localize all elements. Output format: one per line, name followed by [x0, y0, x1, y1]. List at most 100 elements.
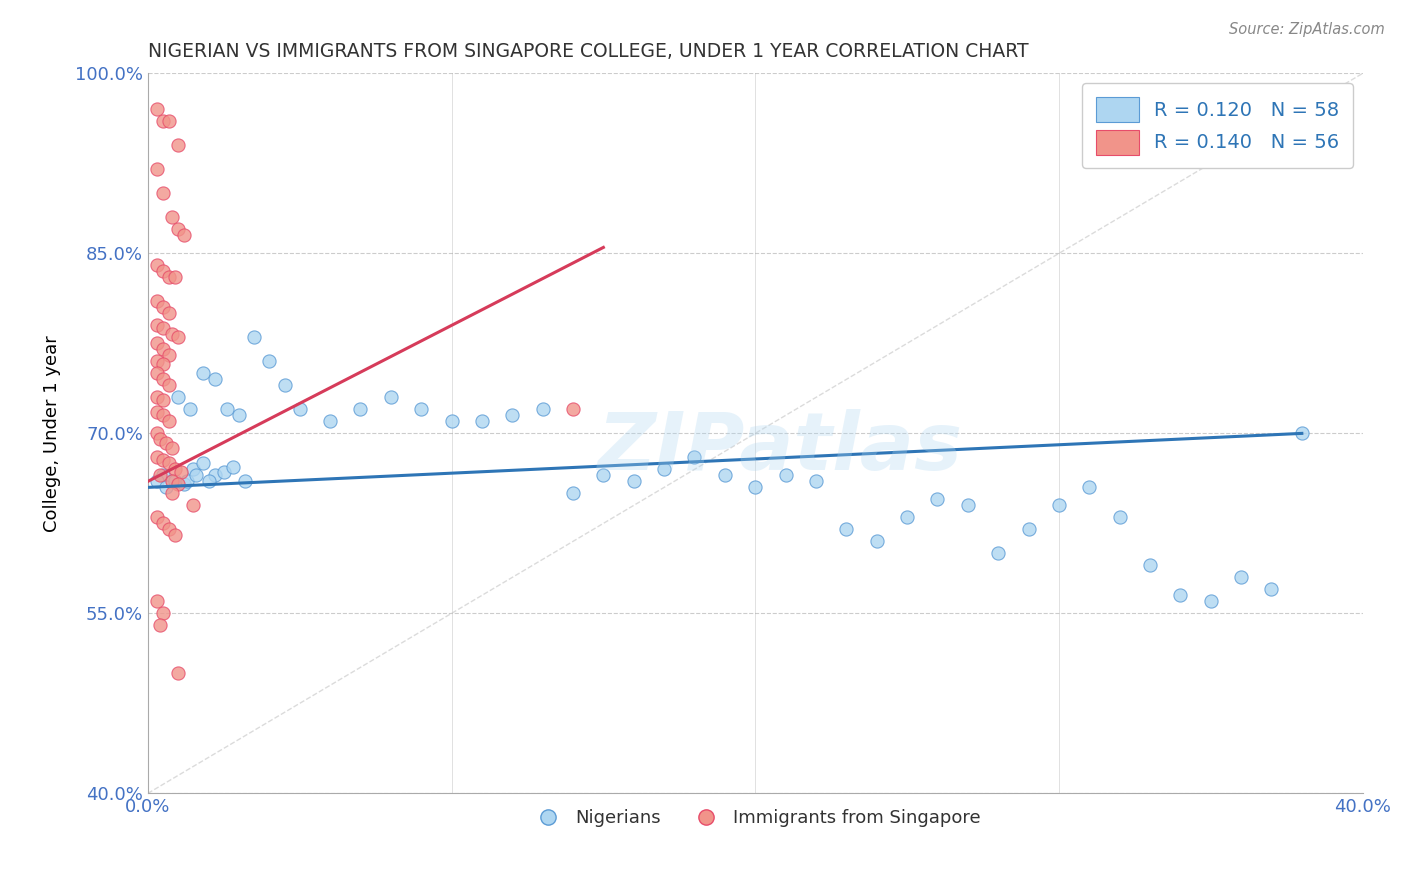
Point [155, 480, 177, 494]
Point [212, 465, 235, 479]
Point [1108, 510, 1130, 524]
Point [165, 270, 187, 285]
Point [152, 452, 174, 467]
Point [228, 409, 250, 423]
Point [160, 326, 183, 341]
Point [152, 301, 174, 315]
Point [288, 402, 311, 417]
Point [146, 162, 169, 177]
Point [167, 330, 190, 344]
Point [191, 367, 214, 381]
Point [152, 320, 174, 334]
Point [204, 468, 226, 483]
Point [222, 460, 245, 475]
Point [440, 414, 463, 428]
Point [167, 138, 190, 153]
Point [170, 465, 193, 479]
Point [167, 476, 190, 491]
Point [167, 666, 190, 681]
Point [1078, 480, 1101, 494]
Point [775, 468, 797, 483]
Point [835, 522, 858, 536]
Point [146, 103, 169, 117]
Point [183, 499, 205, 513]
Point [683, 450, 706, 465]
Point [183, 462, 205, 476]
Point [152, 409, 174, 423]
Point [149, 433, 172, 447]
Point [146, 391, 169, 405]
Point [160, 475, 183, 489]
Point [157, 348, 180, 362]
Point [623, 475, 645, 489]
Point [471, 414, 494, 428]
Point [562, 486, 585, 500]
Point [197, 475, 219, 489]
Point [165, 462, 187, 476]
Point [157, 522, 180, 536]
Point [155, 436, 177, 450]
Point [173, 476, 195, 491]
Point [152, 392, 174, 407]
Point [1047, 499, 1070, 513]
Point [1139, 558, 1161, 573]
Point [149, 618, 172, 632]
Point [152, 186, 174, 201]
Point [349, 402, 371, 417]
Point [501, 409, 523, 423]
Point [146, 367, 169, 381]
Point [866, 534, 889, 549]
Point [146, 475, 169, 489]
Point [319, 414, 342, 428]
Point [152, 357, 174, 371]
Point [157, 378, 180, 392]
Point [744, 480, 766, 494]
Point [157, 306, 180, 320]
Point [233, 475, 256, 489]
Point [531, 402, 554, 417]
Point [1291, 426, 1313, 441]
Point [157, 270, 180, 285]
Legend: Nigerians, Immigrants from Singapore: Nigerians, Immigrants from Singapore [523, 802, 988, 835]
Point [273, 378, 295, 392]
Point [152, 468, 174, 483]
Point [152, 264, 174, 278]
Point [896, 510, 918, 524]
Point [146, 354, 169, 368]
Point [149, 468, 172, 483]
Point [146, 426, 169, 441]
Point [167, 222, 190, 236]
Y-axis label: College, Under 1 year: College, Under 1 year [44, 335, 60, 532]
Point [160, 441, 183, 455]
Point [259, 354, 281, 368]
Point [191, 456, 214, 470]
Point [186, 468, 208, 483]
Point [146, 318, 169, 333]
Point [146, 336, 169, 351]
Point [167, 391, 190, 405]
Point [173, 228, 195, 243]
Point [243, 330, 266, 344]
Point [157, 414, 180, 428]
Point [1260, 582, 1282, 597]
Point [804, 475, 827, 489]
Text: NIGERIAN VS IMMIGRANTS FROM SINGAPORE COLLEGE, UNDER 1 YEAR CORRELATION CHART: NIGERIAN VS IMMIGRANTS FROM SINGAPORE CO… [148, 42, 1029, 61]
Point [215, 402, 238, 417]
Point [1230, 570, 1253, 584]
Point [1018, 522, 1040, 536]
Point [157, 114, 180, 128]
Text: ZIPatlas: ZIPatlas [598, 409, 962, 487]
Point [146, 594, 169, 608]
Point [165, 475, 187, 489]
Point [152, 607, 174, 621]
Point [146, 294, 169, 309]
Point [562, 402, 585, 417]
Point [152, 372, 174, 386]
Point [987, 546, 1010, 560]
Point [160, 486, 183, 500]
Point [652, 462, 675, 476]
Point [714, 468, 737, 483]
Point [152, 343, 174, 357]
Point [1170, 588, 1192, 602]
Point [956, 499, 979, 513]
